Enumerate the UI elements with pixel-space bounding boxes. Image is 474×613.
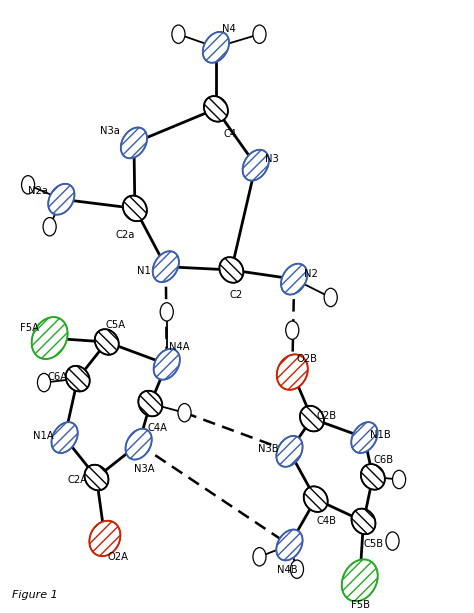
Text: N2a: N2a <box>28 186 48 196</box>
Ellipse shape <box>95 329 119 355</box>
Circle shape <box>160 303 173 321</box>
Text: Figure 1: Figure 1 <box>12 590 58 600</box>
Text: N3a: N3a <box>100 126 119 136</box>
Text: C4B: C4B <box>317 516 337 527</box>
Text: C2a: C2a <box>116 230 135 240</box>
Circle shape <box>253 547 266 566</box>
Ellipse shape <box>153 251 179 282</box>
Text: C5A: C5A <box>105 320 125 330</box>
Text: N3A: N3A <box>134 464 155 474</box>
Text: N4: N4 <box>222 24 236 34</box>
Ellipse shape <box>276 436 302 466</box>
Circle shape <box>253 25 266 44</box>
Text: N1A: N1A <box>33 432 54 441</box>
Text: C2A: C2A <box>68 475 88 485</box>
Circle shape <box>21 176 35 194</box>
Ellipse shape <box>219 257 243 283</box>
Ellipse shape <box>138 390 162 416</box>
Circle shape <box>392 470 406 489</box>
Ellipse shape <box>300 406 324 432</box>
Text: C2B: C2B <box>317 411 337 421</box>
Ellipse shape <box>342 560 378 601</box>
Text: C4: C4 <box>223 129 237 139</box>
Text: N1B: N1B <box>370 430 391 440</box>
Text: N4A: N4A <box>169 342 189 352</box>
Text: C6B: C6B <box>373 455 393 465</box>
Circle shape <box>37 373 51 392</box>
Ellipse shape <box>361 464 385 490</box>
Text: C4A: C4A <box>148 424 168 433</box>
Ellipse shape <box>32 317 68 359</box>
Text: N1: N1 <box>137 265 151 276</box>
Text: F5A: F5A <box>19 322 38 333</box>
Ellipse shape <box>304 486 328 512</box>
Ellipse shape <box>154 349 180 379</box>
Text: N3: N3 <box>265 154 279 164</box>
Ellipse shape <box>203 32 229 63</box>
Ellipse shape <box>90 520 120 556</box>
Ellipse shape <box>52 422 78 453</box>
Ellipse shape <box>66 366 90 392</box>
Ellipse shape <box>243 150 269 181</box>
Ellipse shape <box>84 465 109 490</box>
Ellipse shape <box>48 184 74 215</box>
Text: C6A: C6A <box>47 372 67 383</box>
Circle shape <box>172 25 185 44</box>
Circle shape <box>386 532 399 550</box>
Ellipse shape <box>352 509 375 534</box>
Text: O2B: O2B <box>297 354 318 364</box>
Text: C2: C2 <box>229 290 243 300</box>
Circle shape <box>324 288 337 306</box>
Ellipse shape <box>126 428 152 460</box>
Ellipse shape <box>351 422 378 453</box>
Circle shape <box>291 560 303 579</box>
Text: N3B: N3B <box>257 444 278 454</box>
Text: O2A: O2A <box>108 552 128 562</box>
Text: N2: N2 <box>304 269 318 279</box>
Ellipse shape <box>281 264 307 295</box>
Text: C5B: C5B <box>364 539 384 549</box>
Ellipse shape <box>204 96 228 121</box>
Circle shape <box>43 218 56 236</box>
Ellipse shape <box>123 196 147 221</box>
Text: N4B: N4B <box>277 565 298 575</box>
Text: F5B: F5B <box>351 600 370 610</box>
Circle shape <box>178 403 191 422</box>
Ellipse shape <box>277 354 308 390</box>
Circle shape <box>286 321 299 340</box>
Ellipse shape <box>121 128 147 158</box>
Ellipse shape <box>276 530 302 560</box>
